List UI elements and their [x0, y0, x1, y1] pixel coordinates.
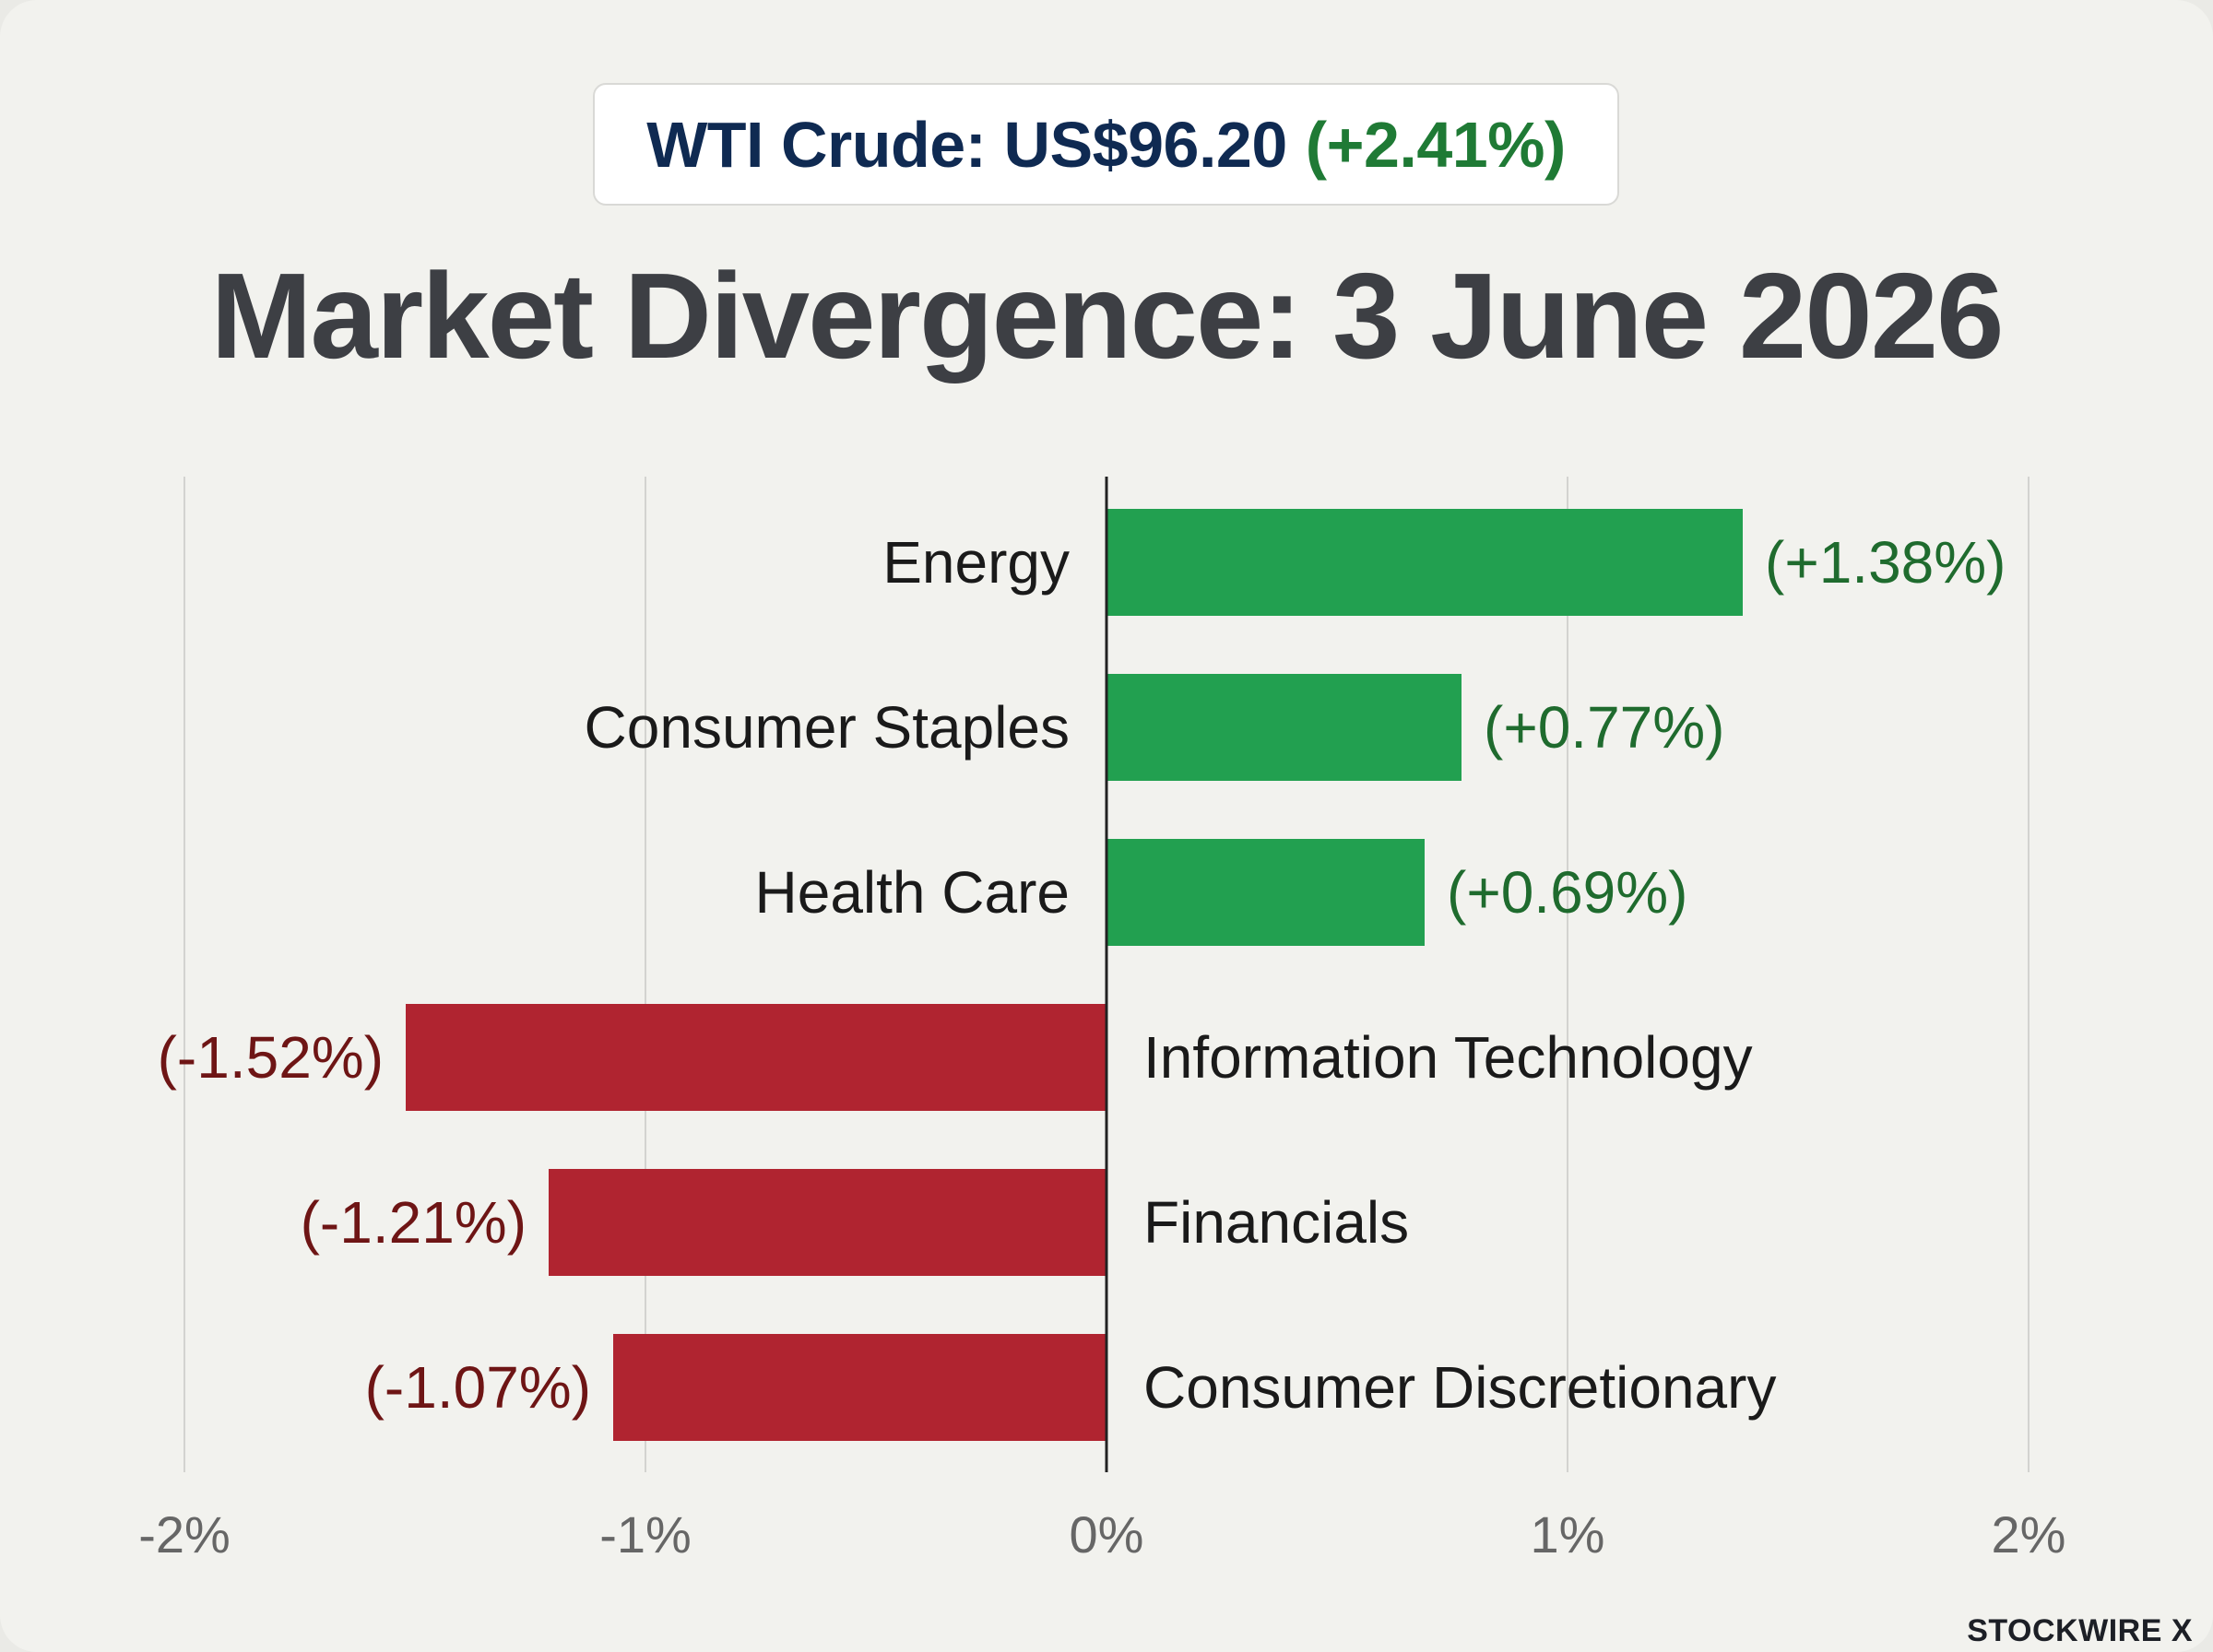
- value-label-2: (+0.69%): [1447, 859, 1687, 926]
- bar-4: [549, 1169, 1106, 1276]
- category-label-1: Consumer Staples: [585, 694, 1070, 761]
- value-label-5: (-1.07%): [365, 1354, 591, 1421]
- wti-price-change: (+2.41%): [1305, 108, 1566, 181]
- brand-logo: STOCKWIRE X: [1967, 1613, 2193, 1648]
- x-tick-label-4: 2%: [1992, 1505, 2066, 1564]
- x-tick-label-2: 0%: [1070, 1505, 1144, 1564]
- bar-2: [1106, 839, 1425, 946]
- wti-price-label: WTI Crude: US$96.20: [646, 108, 1287, 181]
- chart-title: Market Divergence: 3 June 2026: [210, 248, 2004, 384]
- bar-0: [1106, 509, 1743, 616]
- category-label-4: Financials: [1143, 1189, 1409, 1256]
- bar-1: [1106, 674, 1462, 781]
- x-tick-label-0: -2%: [138, 1505, 231, 1564]
- value-label-4: (-1.21%): [301, 1189, 527, 1256]
- category-label-3: Information Technology: [1143, 1024, 1753, 1091]
- value-label-0: (+1.38%): [1765, 529, 2006, 596]
- wti-price-badge: WTI Crude: US$96.20 (+2.41%): [593, 83, 1619, 206]
- value-label-3: (-1.52%): [158, 1024, 384, 1091]
- category-label-0: Energy: [882, 529, 1070, 596]
- category-label-2: Health Care: [755, 859, 1071, 926]
- category-label-5: Consumer Discretionary: [1143, 1354, 1776, 1421]
- value-label-1: (+0.77%): [1484, 694, 1724, 761]
- x-tick-label-1: -1%: [599, 1505, 692, 1564]
- bar-5: [613, 1334, 1106, 1441]
- bar-3: [406, 1004, 1106, 1111]
- x-tick-label-3: 1%: [1531, 1505, 1605, 1564]
